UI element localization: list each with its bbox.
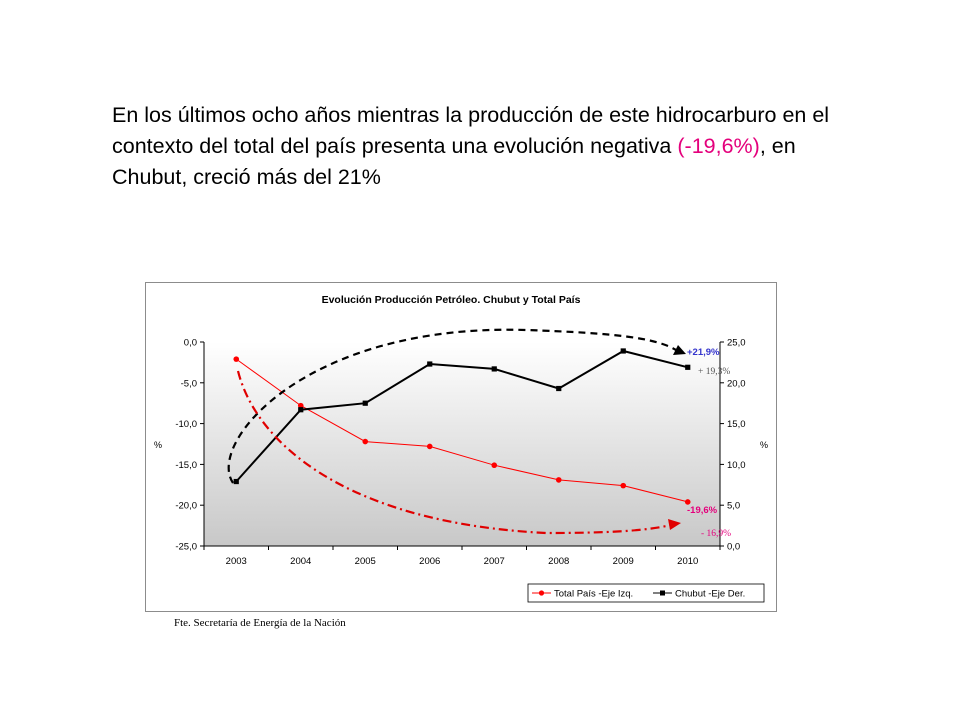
x-tick-label: 2009	[613, 556, 634, 567]
x-tick-label: 2004	[290, 556, 311, 567]
chart-frame: Evolución Producción Petróleo. Chubut y …	[145, 282, 777, 612]
right-tick-label: 10,0	[727, 460, 746, 471]
right-tick-label: 20,0	[727, 378, 746, 389]
legend: Total País -Eje Izq. Chubut -Eje Der.	[527, 583, 765, 603]
x-tick-label: 2010	[677, 556, 698, 567]
legend-marker-total	[538, 590, 545, 596]
right-tick-label: 0,0	[727, 542, 740, 553]
left-axis-label: %	[154, 440, 162, 450]
headline-text-2: , en Chubut, creció más del 21%	[112, 134, 796, 189]
right-tick-label: 5,0	[727, 501, 740, 512]
x-tick-label: 2006	[419, 556, 440, 567]
left-tick-label: 0,0	[184, 338, 197, 349]
headline-highlight: (-19,6%)	[677, 134, 760, 158]
data-point-chubut	[298, 407, 304, 413]
headline-text-1: En los últimos ocho años mientras la pro…	[112, 103, 830, 158]
data-point-chubut	[556, 385, 562, 392]
data-point-chubut	[362, 400, 368, 406]
oil-production-chart: Evolución Producción Petróleo. Chubut y …	[154, 294, 768, 603]
left-tick-label: -20,0	[175, 501, 197, 512]
data-point-total-pais	[684, 499, 691, 505]
annotation-total-pct: -19,6%	[687, 505, 718, 516]
data-point-chubut	[620, 348, 626, 354]
left-tick-label: -5,0	[181, 378, 197, 389]
right-axis-label: %	[760, 440, 768, 450]
left-tick-label: -25,0	[175, 542, 197, 553]
x-tick-label: 2005	[355, 556, 376, 567]
right-tick-label: 25,0	[727, 338, 746, 349]
annotation-chubut-pct: +21,9%	[687, 347, 720, 358]
x-tick-label: 2008	[548, 556, 569, 567]
legend-marker-chubut	[660, 590, 665, 596]
annotation-total-alt: - 16,9%	[701, 529, 731, 539]
legend-label-chubut: Chubut -Eje Der.	[675, 589, 745, 600]
chart-title: Evolución Producción Petróleo. Chubut y …	[322, 294, 581, 306]
chubut-growth-arrow	[227, 328, 677, 484]
right-tick-label: 15,0	[727, 419, 746, 430]
data-point-chubut	[427, 361, 433, 367]
legend-box	[527, 583, 765, 603]
data-point-total-pais	[297, 402, 304, 409]
source-note: Fte. Secretaría de Energía de la Nación	[174, 617, 346, 629]
right-axis-ticks: 25,0 20,0 15,0 10,0 5,0 0,0	[720, 338, 746, 553]
data-point-chubut	[685, 364, 691, 370]
plot-area	[204, 342, 720, 546]
x-axis-ticks: 2003 2004 2005 2006 2007 2008 2009 2010	[203, 546, 721, 567]
series-line-total-pais	[236, 358, 688, 503]
left-tick-label: -10,0	[175, 419, 197, 430]
x-tick-label: 2003	[226, 556, 247, 567]
data-point-total-pais	[620, 482, 627, 489]
total-decline-arrowhead	[668, 519, 681, 530]
data-point-total-pais	[233, 356, 240, 362]
series-layer	[233, 348, 691, 505]
left-tick-label: -15,0	[175, 460, 197, 471]
data-point-total-pais	[491, 462, 498, 469]
data-point-total-pais	[362, 438, 369, 445]
total-decline-arrow	[236, 370, 672, 535]
data-point-chubut	[233, 478, 239, 485]
series-line-chubut	[235, 349, 689, 483]
data-point-total-pais	[426, 443, 433, 450]
x-tick-label: 2007	[484, 556, 505, 567]
annotation-chubut-alt: + 19,3%	[698, 367, 730, 377]
chubut-arrowhead	[673, 345, 686, 355]
headline: En los últimos ocho años mientras la pro…	[112, 100, 864, 193]
legend-label-total: Total País -Eje Izq.	[554, 589, 633, 600]
left-axis-ticks: 0,0 -5,0 -10,0 -15,0 -20,0 -25,0	[175, 338, 204, 553]
data-point-chubut	[491, 366, 497, 372]
data-point-total-pais	[555, 477, 562, 483]
